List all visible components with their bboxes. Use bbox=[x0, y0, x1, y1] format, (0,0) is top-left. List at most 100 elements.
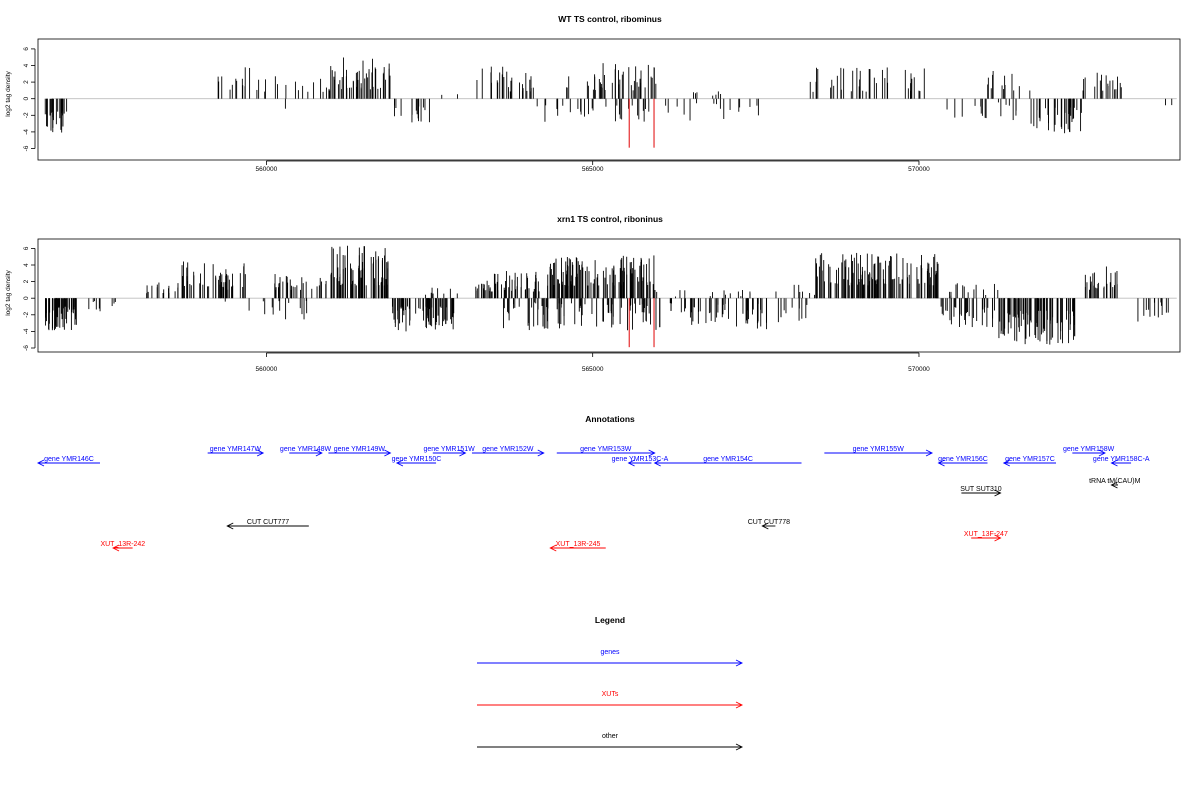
xrn1-x-tick-label: 560000 bbox=[256, 366, 278, 373]
feature-label: gene YMR155W bbox=[853, 446, 905, 453]
feature-arrow-head bbox=[627, 459, 635, 467]
legend-entry-genes: genes bbox=[477, 649, 744, 667]
legend-label: other bbox=[602, 733, 619, 740]
legend-label: genes bbox=[600, 649, 620, 656]
wt-y-tick-label: 0 bbox=[23, 97, 30, 101]
feature-gene-ymr158w: gene YMR158W bbox=[1063, 446, 1115, 457]
feature-arrow-head bbox=[256, 449, 265, 457]
xrn1-y-tick-label: -6 bbox=[23, 345, 30, 351]
feature-arrow-head bbox=[315, 449, 323, 457]
feature-gene-ymr156c: gene YMR156C bbox=[937, 456, 988, 467]
feature-label: CUT CUT777 bbox=[247, 519, 289, 526]
feature-label: gene YMR157C bbox=[1005, 456, 1055, 463]
feature-sut-sut310: SUT SUT310 bbox=[960, 486, 1002, 497]
feature-xut-13r-245: XUT_13R-245 bbox=[549, 541, 606, 552]
feature-arrow-head bbox=[653, 459, 661, 467]
xrn1-panel: xrn1 TS control, riboninus log2 tag dens… bbox=[5, 214, 1181, 373]
feature-label: SUT SUT310 bbox=[960, 486, 1002, 493]
annotations-title: Annotations bbox=[585, 414, 635, 424]
feature-arrow-head bbox=[537, 449, 545, 457]
feature-label: tRNA tM(CAU)M bbox=[1089, 478, 1141, 485]
feature-label: gene YMR149W bbox=[334, 446, 386, 453]
feature-label: gene YMR148W bbox=[280, 446, 332, 453]
feature-label: gene YMR153C-A bbox=[612, 456, 669, 463]
feature-label: gene YMR158W bbox=[1063, 446, 1115, 453]
feature-arrow-head bbox=[1098, 449, 1106, 457]
legend-title: Legend bbox=[595, 615, 625, 625]
feature-gene-ymr147w: gene YMR147W bbox=[207, 446, 265, 457]
feature-arrow-head bbox=[994, 534, 1002, 542]
feature-arrow-head bbox=[761, 522, 769, 530]
feature-label: XUT_13R-245 bbox=[556, 541, 601, 548]
feature-arrow-head bbox=[549, 544, 557, 552]
feature-label: gene YMR153W bbox=[580, 446, 632, 453]
xrn1-y-tick-label: 0 bbox=[23, 296, 30, 300]
xrn1-y-tick-label: -2 bbox=[23, 312, 30, 318]
feature-arrow-head bbox=[112, 544, 120, 552]
feature-label: CUT CUT778 bbox=[748, 519, 790, 526]
feature-gene-ymr150c: gene YMR150C bbox=[392, 456, 442, 467]
feature-xut-13f-247: XUT_13F-247 bbox=[964, 531, 1008, 542]
feature-gene-ymr148w: gene YMR148W bbox=[280, 446, 332, 457]
wt-y-tick-label: 4 bbox=[23, 63, 30, 67]
feature-gene-ymr151w: gene YMR151W bbox=[424, 446, 476, 457]
xrn1-x-tick-label: 570000 bbox=[908, 366, 930, 373]
wt-y-tick-label: -6 bbox=[23, 145, 30, 151]
legend: Legend genes XUTs other bbox=[477, 615, 744, 751]
xrn1-y-tick-label: 6 bbox=[23, 246, 30, 250]
feature-label: gene YMR152W bbox=[482, 446, 534, 453]
feature-arrow-head bbox=[648, 449, 656, 457]
feature-arrow-head bbox=[226, 522, 234, 530]
feature-gene-ymr149w: gene YMR149W bbox=[328, 446, 392, 457]
xrn1-y-tick-label: 4 bbox=[23, 263, 30, 267]
feature-arrow-head bbox=[395, 459, 404, 467]
feature-label: gene YMR156C bbox=[938, 456, 988, 463]
feature-label: gene YMR158C-A bbox=[1093, 456, 1150, 463]
feature-arrow-head bbox=[925, 449, 934, 457]
wt-panel: WT TS control, ribominus log2 tag densit… bbox=[5, 14, 1181, 173]
annotations-track: Annotations gene YMR146C gene YMR147W gene… bbox=[36, 414, 1150, 552]
xrn1-x-tick-label: 565000 bbox=[582, 366, 604, 373]
feature-gene-ymr157c: gene YMR157C bbox=[1002, 456, 1057, 467]
feature-gene-ymr153w: gene YMR153W bbox=[556, 446, 656, 457]
legend-label: XUTs bbox=[602, 691, 619, 698]
feature-label: gene YMR154C bbox=[703, 456, 753, 463]
wt-panel-title: WT TS control, ribominus bbox=[558, 14, 662, 24]
wt-x-tick-label: 565000 bbox=[582, 166, 604, 173]
wt-x-tick-label: 560000 bbox=[256, 166, 278, 173]
xrn1-y-tick-label: -4 bbox=[23, 328, 30, 334]
xrn1-panel-title: xrn1 TS control, riboninus bbox=[557, 214, 663, 224]
wt-y-axis-label: log2 tag density bbox=[5, 70, 12, 116]
feature-gene-ymr158c-a: gene YMR158C-A bbox=[1093, 456, 1150, 467]
wt-y-tick-label: 6 bbox=[23, 47, 30, 51]
legend-entry-xuts: XUTs bbox=[477, 691, 744, 709]
feature-xut-13r-242: XUT_13R-242 bbox=[100, 541, 145, 552]
feature-arrow-head bbox=[994, 489, 1002, 497]
feature-gene-ymr154c: gene YMR154C bbox=[653, 456, 802, 467]
feature-arrow-head bbox=[1002, 459, 1011, 467]
feature-arrow-head bbox=[384, 449, 392, 457]
xrn1-y-axis-label: log2 tag density bbox=[5, 269, 12, 315]
feature-label: gene YMR146C bbox=[44, 456, 94, 463]
feature-label: gene YMR150C bbox=[392, 456, 442, 463]
feature-cut-cut778: CUT CUT778 bbox=[748, 519, 790, 530]
feature-arrow-head bbox=[937, 459, 945, 467]
xrn1-y-tick-label: 2 bbox=[23, 279, 30, 283]
feature-arrow-head bbox=[36, 459, 45, 467]
legend-swatch-arrow bbox=[735, 701, 744, 709]
feature-label: gene YMR147W bbox=[210, 446, 262, 453]
wt-y-tick-label: -2 bbox=[23, 112, 30, 118]
feature-gene-ymr153c-a: gene YMR153C-A bbox=[612, 456, 669, 467]
feature-arrow-head bbox=[1110, 459, 1118, 467]
feature-cut-cut777: CUT CUT777 bbox=[226, 519, 309, 530]
feature-gene-ymr152w: gene YMR152W bbox=[471, 446, 545, 457]
wt-x-tick-label: 570000 bbox=[908, 166, 930, 173]
wt-plot-frame bbox=[37, 38, 1181, 161]
legend-swatch-arrow bbox=[735, 743, 744, 751]
feature-label: gene YMR151W bbox=[424, 446, 476, 453]
feature-trna-tm-cau-m: tRNA tM(CAU)M bbox=[1089, 478, 1141, 489]
feature-arrow-head bbox=[1110, 481, 1118, 489]
feature-label: XUT_13F-247 bbox=[964, 531, 1008, 538]
